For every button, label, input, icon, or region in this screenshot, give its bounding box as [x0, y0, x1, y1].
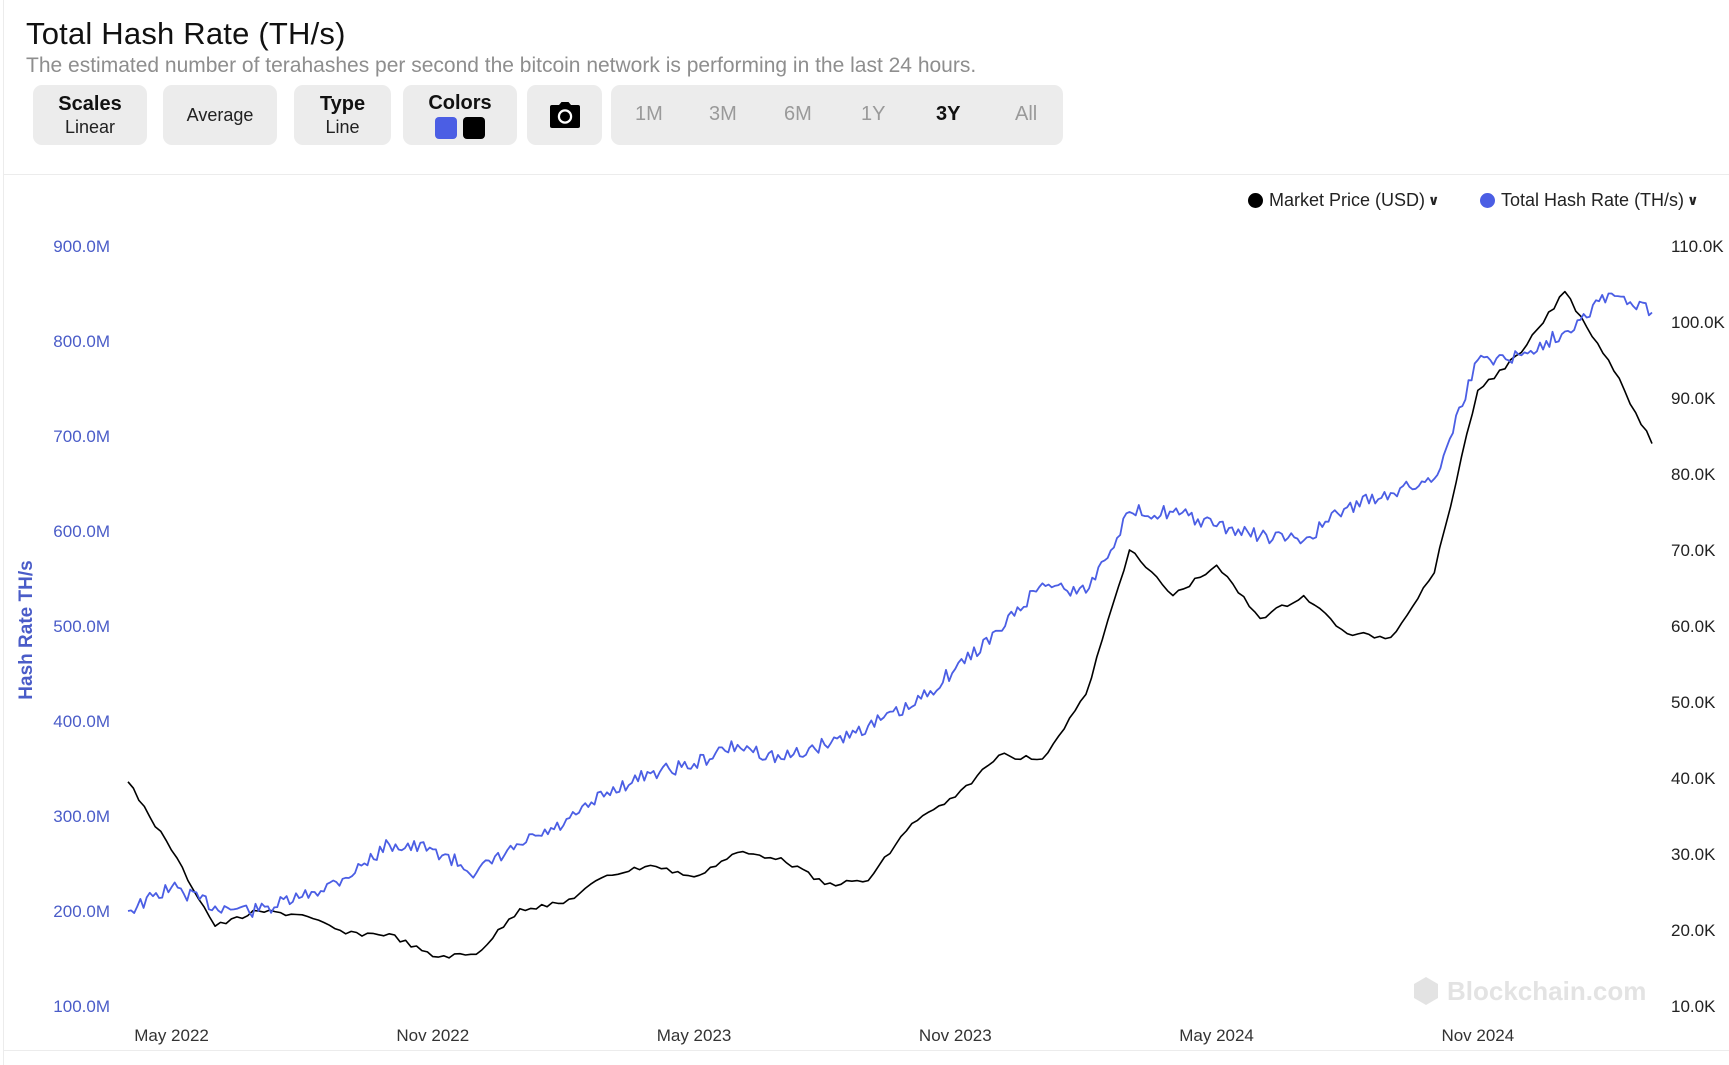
watermark: Blockchain.com	[1414, 976, 1646, 1006]
y-axis-label: Hash Rate TH/s	[16, 560, 37, 699]
x-tick-label: May 2022	[134, 1026, 209, 1045]
y-left-tick-label: 600.0M	[53, 522, 110, 541]
chevron-down-icon: ∨	[1687, 191, 1699, 208]
type-button[interactable]: Type Line	[294, 85, 391, 145]
y-right-tick-label: 40.0K	[1671, 769, 1716, 788]
y-left-tick-label: 700.0M	[53, 427, 110, 446]
range-3m[interactable]: 3M	[709, 103, 737, 125]
legend-hash-rate-label: Total Hash Rate (TH/s)	[1501, 189, 1685, 210]
page-title: Total Hash Rate (TH/s)	[26, 16, 346, 51]
y-right-tick-label: 20.0K	[1671, 921, 1716, 940]
legend-market-price-dot	[1248, 192, 1263, 208]
y-right-tick-label: 80.0K	[1671, 465, 1716, 484]
y-axis-right: 10.0K 20.0K 30.0K 40.0K 50.0K 60.0K 70.0K 80.0K…	[1671, 237, 1726, 1016]
x-tick-label: May 2024	[1179, 1026, 1254, 1045]
y-right-tick-label: 110.0K	[1671, 237, 1724, 256]
range-6m[interactable]: 6M	[784, 103, 812, 125]
series-layer	[127, 290, 1653, 959]
chevron-down-icon: ∨	[1428, 191, 1440, 208]
x-tick-label: May 2023	[657, 1026, 732, 1045]
y-left-tick-label: 200.0M	[53, 902, 110, 921]
x-axis: May 2022 Nov 2022 May 2023 Nov 2023 May 2024…	[134, 1026, 1514, 1045]
y-right-tick-label: 30.0K	[1671, 845, 1716, 864]
average-button[interactable]: Average	[163, 85, 277, 145]
legend-hash-rate[interactable]: Total Hash Rate (TH/s) ∨	[1480, 188, 1698, 212]
scales-value: Linear	[64, 116, 116, 137]
legend-hash-rate-dot	[1480, 192, 1495, 208]
watermark-text: Blockchain.com	[1447, 976, 1646, 1006]
x-tick-label: Nov 2022	[396, 1026, 469, 1045]
average-label: Average	[186, 104, 254, 125]
range-3y[interactable]: 3Y	[936, 103, 961, 125]
color-swatches	[435, 116, 485, 139]
y-left-tick-label: 500.0M	[53, 617, 110, 636]
legend-market-price-label: Market Price (USD)	[1269, 189, 1426, 210]
legend-market-price[interactable]: Market Price (USD) ∨	[1248, 188, 1439, 212]
y-right-tick-label: 70.0K	[1671, 541, 1716, 560]
frame-bottom-border	[4, 1050, 1729, 1051]
type-value: Line	[325, 116, 360, 137]
x-tick-label: Nov 2024	[1441, 1026, 1514, 1045]
y-axis-left: 100.0M 200.0M 300.0M 400.0M 500.0M 600.0M 700.…	[53, 237, 110, 1016]
page-subtitle: The estimated number of terahashes per s…	[26, 54, 977, 77]
y-left-tick-label: 900.0M	[53, 237, 110, 256]
market-price-series-line	[127, 290, 1653, 959]
colors-label: Colors	[428, 91, 492, 114]
range-all[interactable]: All	[1015, 103, 1038, 125]
color-swatch-primary	[435, 116, 457, 139]
screenshot-button[interactable]	[527, 85, 602, 145]
colors-button[interactable]: Colors	[403, 85, 517, 145]
y-left-tick-label: 800.0M	[53, 332, 110, 351]
frame-left-border	[3, 0, 4, 1065]
y-right-tick-label: 10.0K	[1671, 997, 1716, 1016]
camera-icon	[549, 102, 580, 128]
y-left-tick-label: 400.0M	[53, 712, 110, 731]
y-right-tick-label: 90.0K	[1671, 389, 1716, 408]
range-1m[interactable]: 1M	[635, 103, 663, 125]
blockchain-logo-icon	[1414, 977, 1438, 1005]
y-left-tick-label: 100.0M	[53, 997, 110, 1016]
y-right-tick-label: 50.0K	[1671, 693, 1716, 712]
range-1y[interactable]: 1Y	[861, 103, 886, 125]
toolbar-divider	[4, 174, 1729, 175]
y-left-tick-label: 300.0M	[53, 807, 110, 826]
scales-button[interactable]: Scales Linear	[33, 85, 147, 145]
hash-rate-series-line	[127, 292, 1653, 918]
scales-label: Scales	[58, 92, 122, 115]
color-swatch-secondary	[463, 116, 485, 139]
time-range-selector: 1M 3M 6M 1Y 3Y All	[611, 85, 1063, 145]
x-tick-label: Nov 2023	[919, 1026, 992, 1045]
y-right-tick-label: 60.0K	[1671, 617, 1716, 636]
y-right-tick-label: 100.0K	[1671, 313, 1726, 332]
type-label: Type	[319, 92, 366, 115]
